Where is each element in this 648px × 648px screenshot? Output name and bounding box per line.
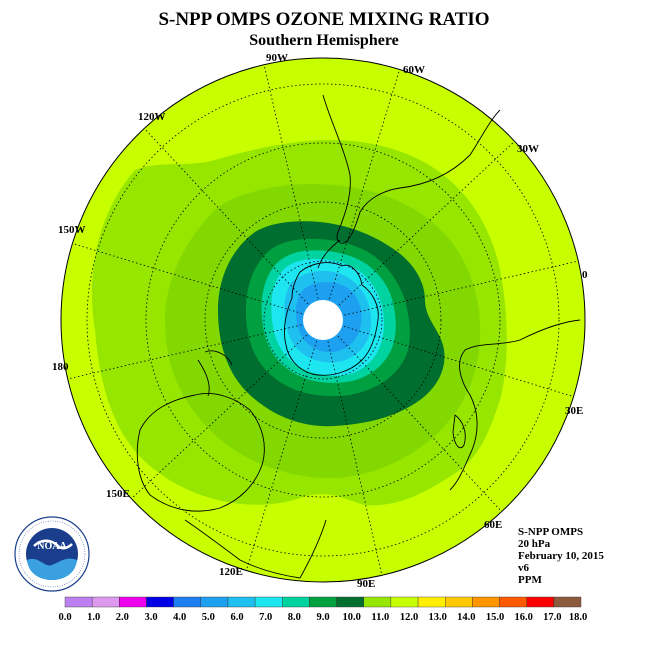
coastline-australia bbox=[136, 393, 265, 512]
colorbar-tick-label: 13.0 bbox=[428, 612, 446, 623]
info-instrument: S-NPP OMPS bbox=[518, 526, 583, 538]
info-block: S-NPP OMPS 20 hPa February 10, 2015 v6 P… bbox=[518, 526, 604, 586]
coastline-south-america bbox=[322, 94, 501, 244]
colorbar-labels: 0.0 1.0 2.0 3.0 4.0 5.0 6.0 7.0 8.0 9.0 10.0 11.0 12… bbox=[58, 612, 587, 623]
colorbar-swatch bbox=[445, 596, 473, 608]
colorbar-tick-label: 2.0 bbox=[116, 612, 129, 623]
longitude-labels: 90W 60W 120W 30W 150W 0 180 30E 150E 60E… bbox=[52, 52, 588, 590]
latitude-circles bbox=[86, 83, 560, 557]
lon-label-90w: 90W bbox=[266, 52, 288, 64]
colorbar-swatch bbox=[173, 596, 201, 608]
colorbar-tick-label: 7.0 bbox=[259, 612, 272, 623]
colorbar-tick-label: 17.0 bbox=[543, 612, 561, 623]
meridian-line bbox=[338, 141, 515, 306]
colorbar-tick-label: 16.0 bbox=[514, 612, 532, 623]
coastline-new-zealand bbox=[197, 350, 233, 397]
lon-label-150e: 150E bbox=[106, 488, 130, 500]
colorbar-swatch bbox=[119, 596, 147, 608]
ozone-bands bbox=[91, 140, 507, 506]
lon-label-90e: 90E bbox=[357, 578, 375, 590]
meridian-line bbox=[344, 260, 579, 316]
info-version: v6 bbox=[518, 562, 530, 574]
coastline-africa bbox=[449, 319, 581, 491]
colorbar-tick-label: 4.0 bbox=[173, 612, 186, 623]
colorbar-tick-label: 1.0 bbox=[87, 612, 100, 623]
meridian-line bbox=[72, 243, 303, 314]
colorbar-tick-label: 12.0 bbox=[400, 612, 418, 623]
colorbar-swatch bbox=[91, 596, 120, 608]
meridian-line bbox=[246, 340, 317, 571]
colorbar-tick-label: 5.0 bbox=[202, 612, 215, 623]
page-title: S-NPP OMPS OZONE MIXING RATIO bbox=[158, 9, 489, 30]
colorbar-swatch bbox=[64, 596, 93, 608]
colorbar-swatch bbox=[417, 596, 446, 608]
pole-gap bbox=[303, 300, 343, 340]
colorbar-tick-label: 6.0 bbox=[230, 612, 243, 623]
coastline-antarctica bbox=[283, 262, 379, 376]
colorbar-tick-label: 0.0 bbox=[58, 612, 71, 623]
coastline-southeast-asia bbox=[184, 519, 327, 579]
meridian-line bbox=[337, 335, 502, 512]
coastline-antarctic-peninsula bbox=[317, 239, 341, 269]
colorbar-tick-label: 11.0 bbox=[371, 612, 389, 623]
colorbar-swatch bbox=[282, 596, 310, 608]
colorbar-tick-label: 15.0 bbox=[486, 612, 504, 623]
colorbar-swatch bbox=[254, 596, 283, 608]
page-subtitle: Southern Hemisphere bbox=[249, 32, 398, 49]
noaa-logo-text: NOAA bbox=[37, 541, 67, 552]
lon-label-0: 0 bbox=[582, 269, 588, 281]
colorbar-swatch bbox=[200, 596, 229, 608]
lon-label-180: 180 bbox=[52, 361, 69, 373]
colorbar-tick-label: 18.0 bbox=[569, 612, 587, 623]
polar-map bbox=[60, 57, 586, 583]
colorbar bbox=[64, 596, 582, 608]
info-date: February 10, 2015 bbox=[518, 550, 604, 562]
meridian-line bbox=[343, 326, 574, 397]
colorbar-tick-label: 3.0 bbox=[144, 612, 157, 623]
lon-label-60w: 60W bbox=[403, 64, 425, 76]
colorbar-swatch bbox=[553, 596, 582, 608]
coastlines bbox=[136, 94, 581, 579]
colorbar-tick-label: 8.0 bbox=[288, 612, 301, 623]
info-level: 20 hPa bbox=[518, 538, 551, 550]
colorbar-swatch bbox=[146, 596, 174, 608]
colorbar-swatch bbox=[336, 596, 364, 608]
colorbar-tick-label: 9.0 bbox=[316, 612, 329, 623]
noaa-logo: NOAA bbox=[14, 516, 90, 592]
lon-label-120w: 120W bbox=[138, 111, 166, 123]
colorbar-swatch bbox=[363, 596, 392, 608]
colorbar-swatch bbox=[390, 596, 419, 608]
meridian-line bbox=[263, 64, 319, 299]
lon-label-150w: 150W bbox=[58, 224, 86, 236]
meridian-line bbox=[327, 341, 383, 576]
colorbar-swatch bbox=[309, 596, 337, 608]
colorbar-tick-label: 14.0 bbox=[457, 612, 475, 623]
meridian-line bbox=[67, 324, 302, 380]
colorbar-tick-label: 10.0 bbox=[342, 612, 360, 623]
lon-label-120e: 120E bbox=[219, 566, 243, 578]
colorbar-swatch bbox=[526, 596, 555, 608]
info-units: PPM bbox=[518, 574, 542, 586]
meridian-line bbox=[144, 128, 309, 305]
longitude-meridians bbox=[67, 64, 579, 576]
meridian-line bbox=[131, 334, 308, 499]
lon-label-30e: 30E bbox=[565, 405, 583, 417]
colorbar-swatch bbox=[227, 596, 256, 608]
lon-label-30w: 30W bbox=[517, 143, 539, 155]
coastline-madagascar bbox=[452, 414, 466, 449]
globe-outline bbox=[60, 57, 586, 583]
colorbar-swatch bbox=[499, 596, 527, 608]
lon-label-60e: 60E bbox=[484, 519, 502, 531]
colorbar-swatch bbox=[472, 596, 500, 608]
meridian-line bbox=[329, 69, 400, 300]
